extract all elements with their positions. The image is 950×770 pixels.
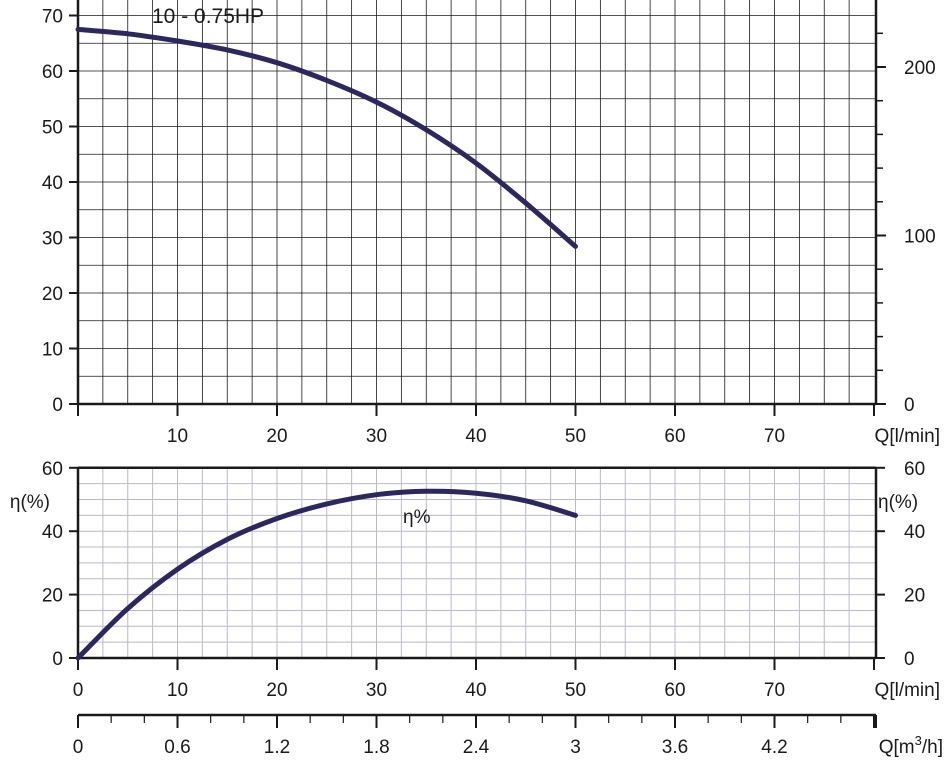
head-curve-label: 10 - 0.75HP [152,5,264,28]
eff-right-tick-label: 20 [904,586,925,607]
head-y-tick-label: 0 [52,395,63,416]
flow-axis-tick-label: 2.4 [463,737,490,758]
head-chart-panel: 0 10 20 30 40 50 60 70 10 20 30 40 50 60 70 Q[l/min] 0 10… [42,0,940,447]
flow-axis-tick-label: 1.8 [363,737,389,758]
head-x-tick-label: 50 [565,426,586,447]
eff-y-tick-label: 40 [42,522,63,543]
eff-curve-label: η% [403,507,431,528]
head-x-tick-label: 70 [764,426,785,447]
eff-x-tick-label: 70 [764,680,785,701]
head-y-tick-label: 60 [42,62,63,83]
head-x-tick-label: 40 [465,426,486,447]
flow-m3h-axis-panel: 0 0.6 1.2 1.8 2.4 3 3.6 4.2 Q[m3/h] [73,713,943,758]
eff-right-tick-label: 0 [904,649,915,670]
flow-axis-tick-label: 0.6 [164,737,190,758]
head-x-axis-label: Q[l/min] [875,426,940,447]
head-right-tick-label: 100 [904,227,936,248]
eff-y-tick-label: 60 [42,459,63,480]
head-y-tick-label: 20 [42,284,63,305]
eff-x-tick-label: 20 [266,680,287,701]
head-x-tick-label: 30 [366,426,387,447]
flow-axis-tick-label: 0 [73,737,84,758]
head-y-tick-label: 50 [42,118,63,139]
head-curve-line [75,26,578,249]
eff-curve-line [75,488,578,661]
eff-x-tick-label: 30 [366,680,387,701]
eff-right-tick-label: 60 [904,459,925,480]
eff-y-tick-label: 20 [42,586,63,607]
eff-right-axis-label: η(%) [878,492,918,513]
flow-axis-tick-label: 1.2 [264,737,290,758]
eff-right-tick-label: 40 [904,522,925,543]
head-y-tick-label: 10 [42,340,63,361]
eff-x-axis-label: Q[l/min] [875,680,940,701]
head-x-tick-label: 60 [664,426,685,447]
eff-x-tick-label: 10 [167,680,188,701]
head-x-tick-label: 10 [167,426,188,447]
flow-axis-label: Q[m3/h] [879,733,943,758]
flow-axis-tick-label: 4.2 [761,737,787,758]
eff-x-tick-label: 40 [465,680,486,701]
flow-axis-tick-label: 3.6 [662,737,688,758]
eff-x-tick-label: 50 [565,680,586,701]
head-right-tick-label: 200 [904,58,936,79]
head-x-tick-label: 20 [266,426,287,447]
head-y-tick-label: 40 [42,173,63,194]
head-y-tick-label: 70 [42,7,63,28]
head-right-tick-label: 0 [904,395,915,416]
eff-y-tick-label: 0 [52,649,63,670]
eff-y-axis-label: η(%) [10,492,50,513]
head-y-tick-label: 30 [42,229,63,250]
eff-x-tick-label: 60 [664,680,685,701]
flow-axis-tick-label: 3 [570,737,581,758]
eff-x-tick-label: 0 [73,680,84,701]
